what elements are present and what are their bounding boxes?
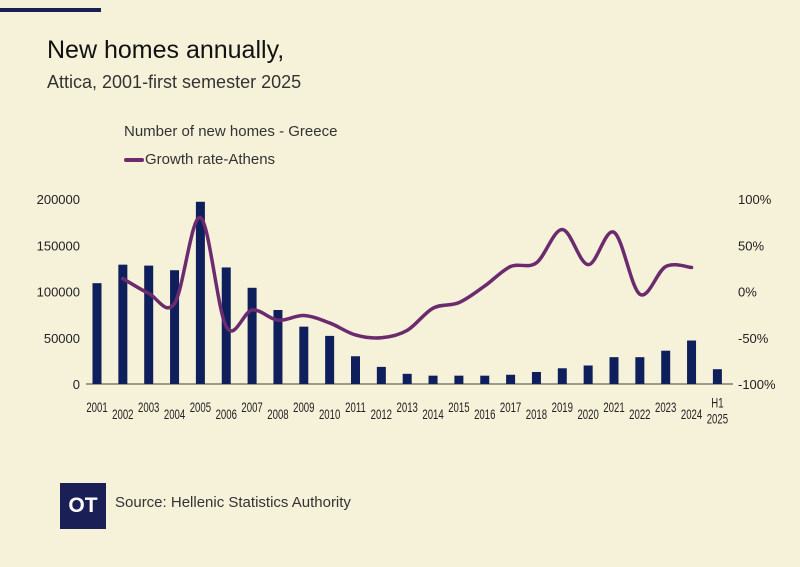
x-tick-label: 2018 — [526, 406, 548, 422]
chart-subtitle: Attica, 2001-first semester 2025 — [47, 72, 302, 92]
x-tick-label: 2024 — [681, 406, 703, 422]
accent-bar — [0, 8, 101, 12]
x-tick-label: 2004 — [164, 406, 186, 422]
bar — [557, 368, 567, 384]
bar — [92, 283, 102, 384]
x-tick-label: 2010 — [319, 406, 341, 422]
bar — [299, 326, 309, 384]
bar — [506, 374, 516, 384]
bar — [531, 371, 541, 384]
x-tick-label: 2002 — [112, 406, 133, 422]
bar — [454, 375, 464, 384]
growth-rate-line — [121, 215, 694, 340]
right-tick-label: -100% — [738, 377, 776, 392]
bar — [247, 287, 257, 384]
bar — [170, 270, 180, 384]
x-tick-label: 2021 — [603, 399, 625, 415]
bar — [273, 310, 283, 384]
right-tick-label: -50% — [738, 331, 769, 346]
x-tick-label: 2001 — [86, 399, 108, 415]
x-tick-label: 2013 — [397, 399, 419, 415]
x-tick-label: 2017 — [500, 399, 521, 415]
bar — [583, 365, 593, 384]
right-tick-label: 50% — [738, 238, 764, 253]
x-tick-label: 2009 — [293, 399, 315, 415]
bar — [195, 201, 205, 384]
left-tick-label: 200000 — [37, 192, 80, 207]
left-tick-label: 50000 — [44, 331, 80, 346]
bar — [144, 265, 154, 384]
x-tick-label: 2011 — [345, 399, 366, 415]
x-tick-label: 2014 — [422, 406, 444, 422]
x-tick-label: H1 2025 — [707, 395, 729, 427]
bar — [480, 375, 490, 384]
legend-line-swatch — [124, 157, 144, 162]
left-tick-label: 100000 — [37, 285, 80, 300]
left-tick-label: 150000 — [37, 238, 80, 253]
bar — [661, 350, 671, 384]
x-tick-label: 2023 — [655, 399, 677, 415]
legend-bars: Number of new homes - Greece — [124, 123, 338, 140]
x-tick-label: 2019 — [552, 399, 574, 415]
left-tick-label: 0 — [73, 377, 80, 392]
bar — [376, 366, 386, 384]
right-tick-label: 100% — [738, 192, 772, 207]
x-tick-label: 2016 — [474, 406, 496, 422]
bar — [609, 357, 619, 384]
bar — [687, 340, 697, 384]
x-tick-label: 2008 — [267, 406, 289, 422]
x-tick-label: 2012 — [371, 406, 392, 422]
x-tick-label: 2005 — [190, 399, 212, 415]
x-tick-label: 2006 — [216, 406, 238, 422]
x-tick-label: 2007 — [241, 399, 262, 415]
source-note: Source: Hellenic Statistics Authority — [115, 494, 351, 511]
chart-title: New homes annually, — [47, 36, 285, 64]
bar — [118, 264, 128, 384]
bar — [428, 375, 438, 384]
x-tick-label: 2003 — [138, 399, 160, 415]
bar — [351, 356, 360, 384]
ot-logo: OT — [60, 483, 106, 529]
bar — [635, 357, 645, 384]
x-tick-label: 2020 — [577, 406, 599, 422]
bar — [325, 335, 335, 384]
right-tick-label: 0% — [738, 285, 757, 300]
x-tick-label: 2015 — [448, 399, 470, 415]
legend-line-label: Growth rate-Athens — [145, 151, 276, 168]
bar — [712, 369, 722, 384]
bar — [402, 373, 412, 384]
x-tick-label: 2022 — [629, 406, 650, 422]
legend-line: Growth rate-Athens — [124, 151, 275, 168]
